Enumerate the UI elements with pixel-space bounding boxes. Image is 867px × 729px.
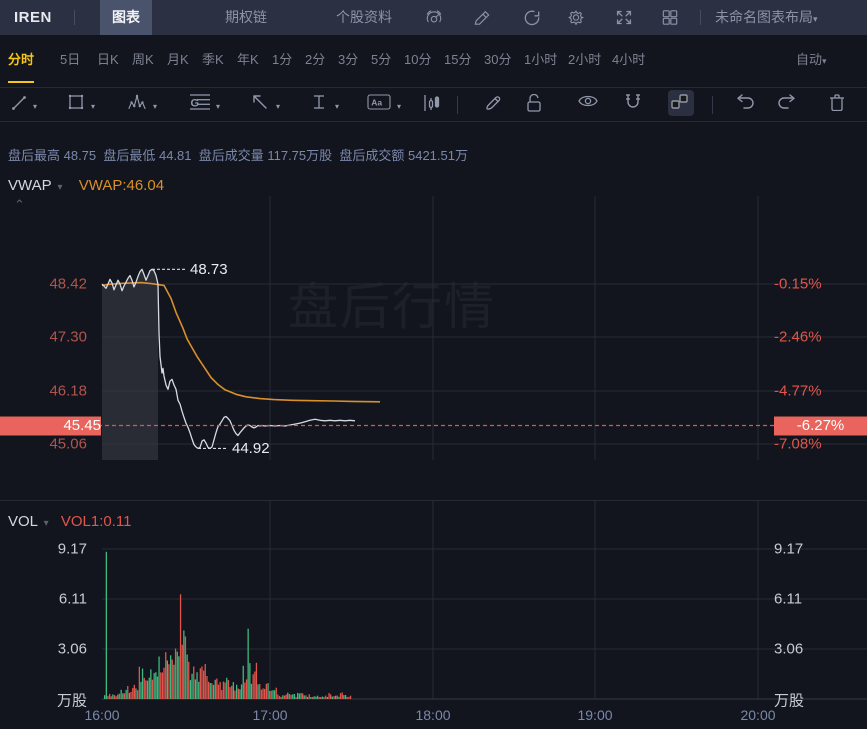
- svg-text:Aa: Aa: [371, 98, 382, 108]
- svg-text:G: G: [191, 98, 200, 110]
